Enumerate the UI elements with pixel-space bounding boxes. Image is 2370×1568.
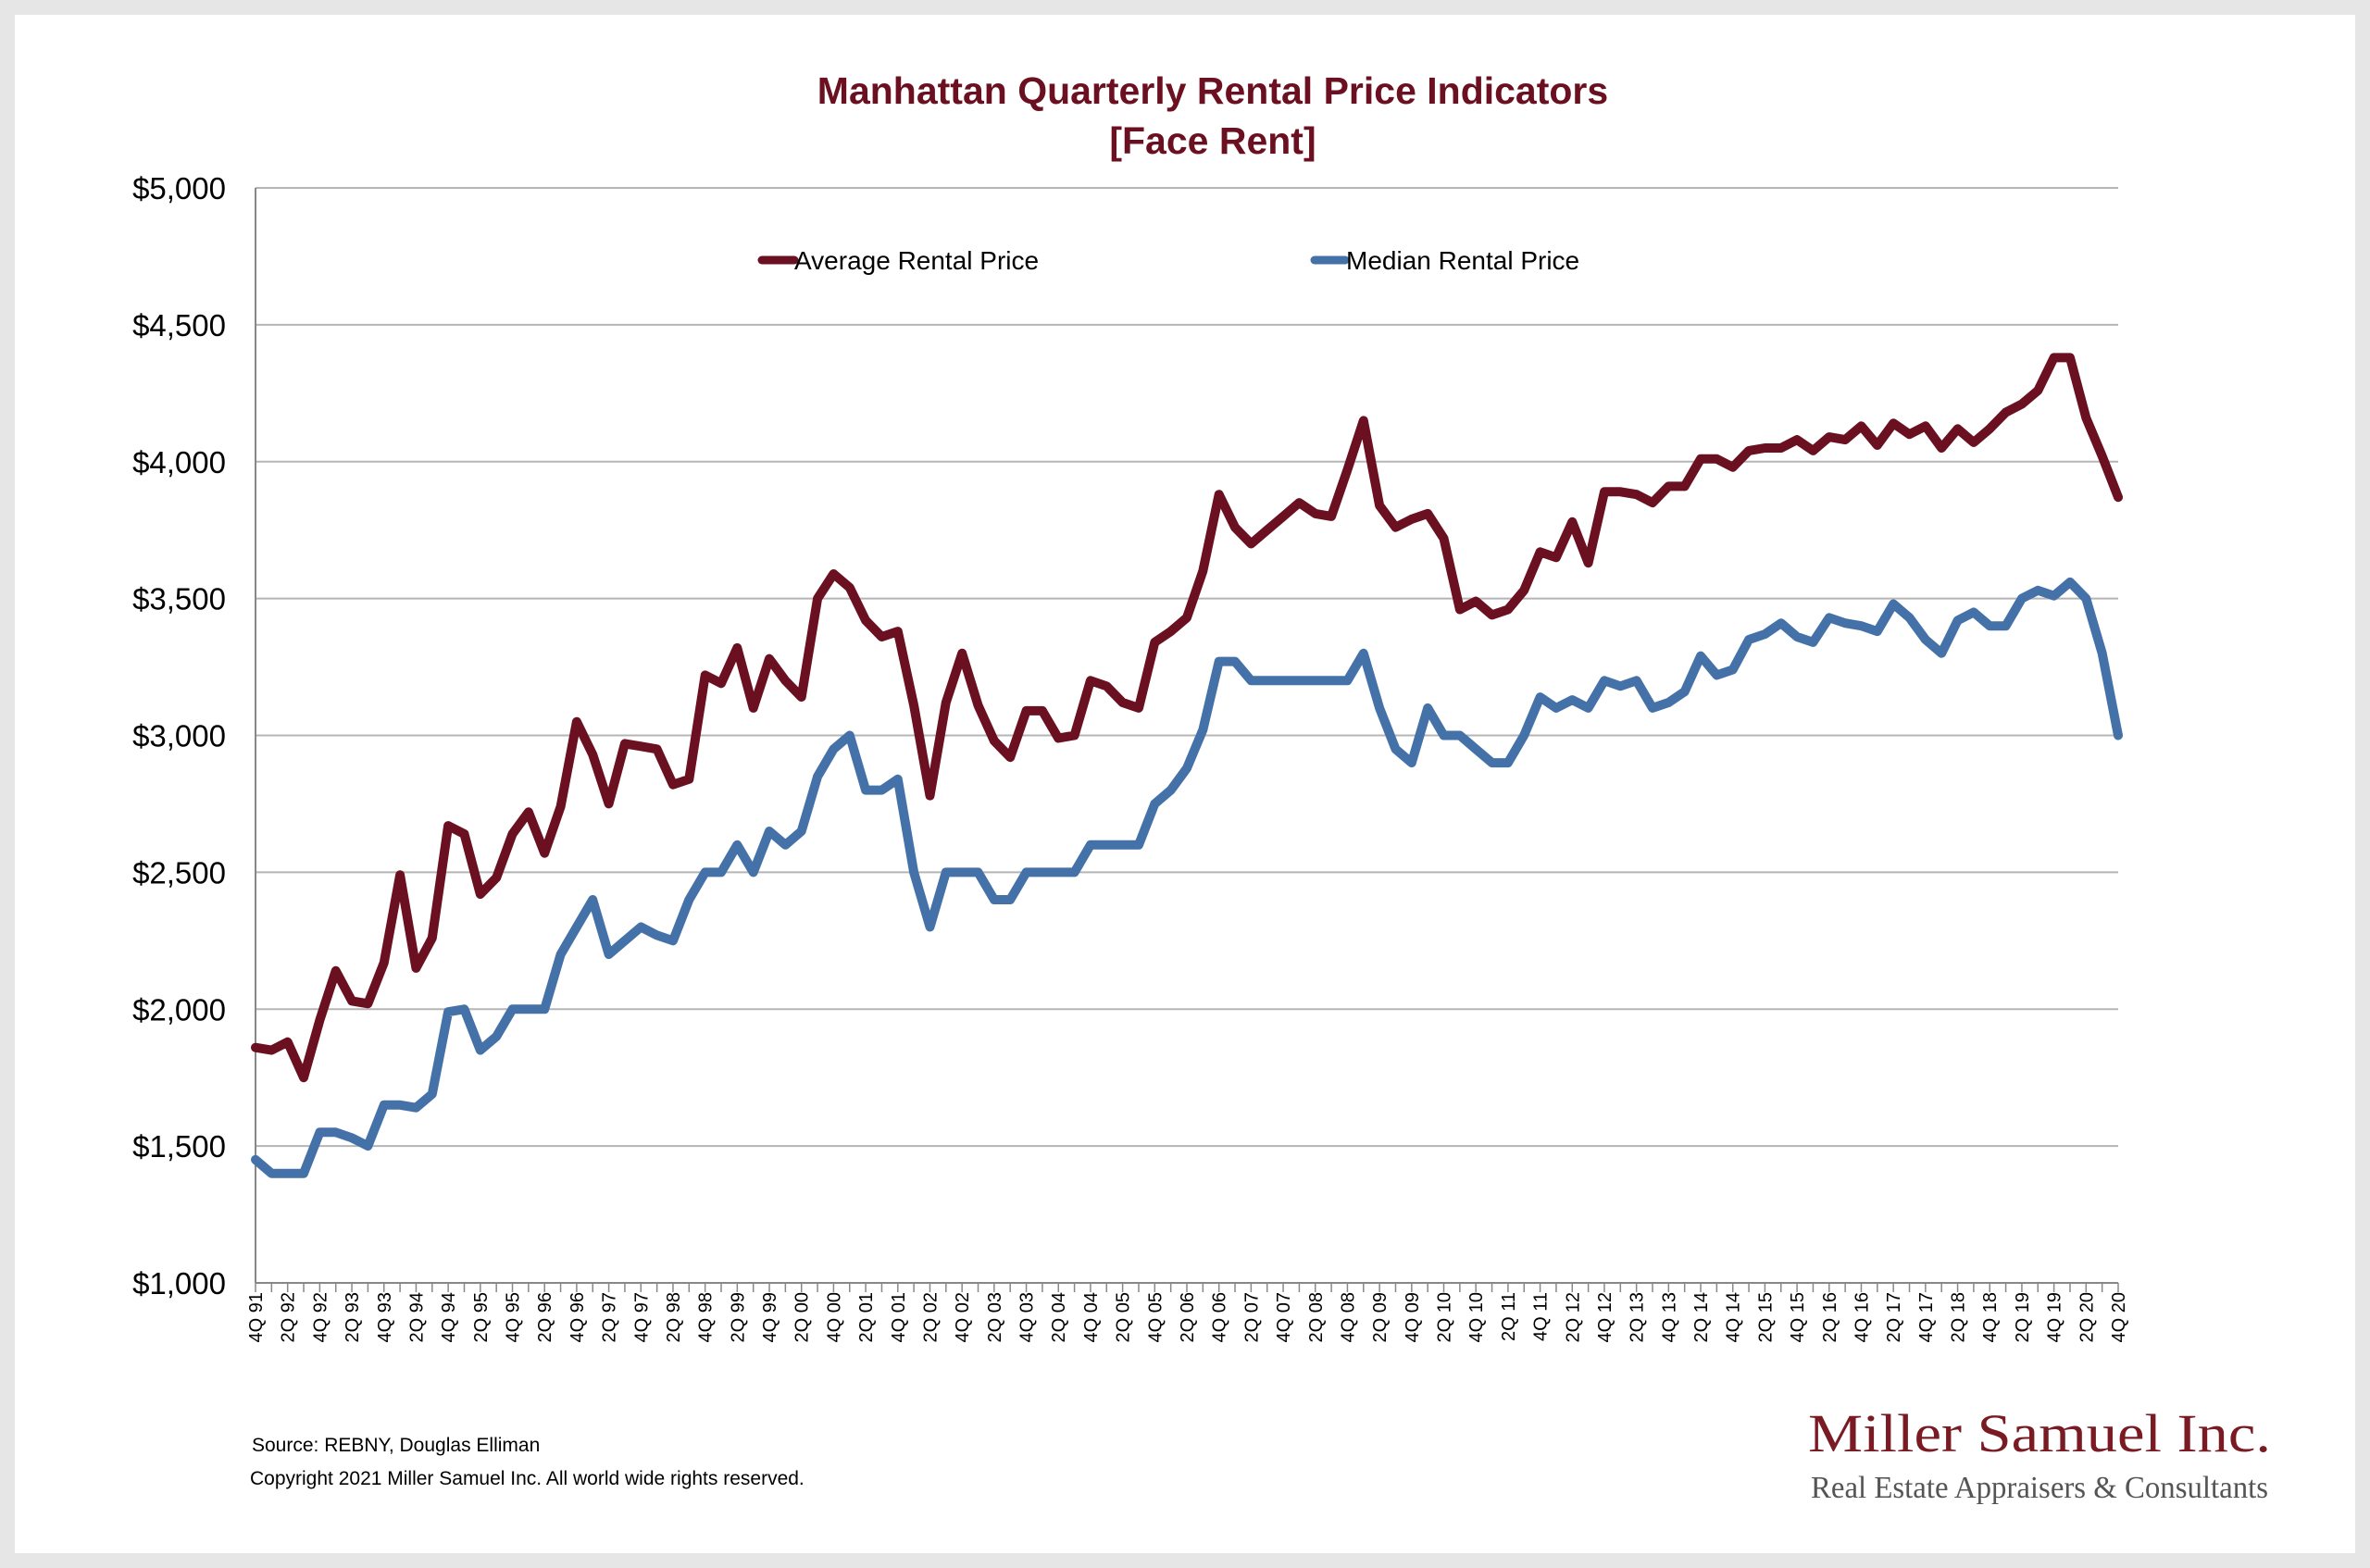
y-tick-label: $2,000 <box>132 992 226 1027</box>
x-tick-label: 2Q 12 <box>1563 1292 1583 1342</box>
x-tick-label: 4Q 06 <box>1210 1292 1230 1342</box>
chart-title: Manhattan Quarterly Rental Price Indicat… <box>817 69 1608 112</box>
x-tick-label: 4Q 16 <box>1852 1292 1872 1342</box>
y-tick-label: $3,500 <box>132 582 226 616</box>
x-tick-label: 2Q 04 <box>1049 1292 1069 1342</box>
x-tick-label: 2Q 99 <box>728 1292 748 1342</box>
x-tick-label: 4Q 19 <box>2045 1292 2065 1342</box>
x-tick-label: 4Q 95 <box>504 1292 524 1342</box>
x-tick-label: 2Q 11 <box>1499 1292 1519 1341</box>
x-tick-label: 4Q 03 <box>1017 1292 1038 1342</box>
x-tick-label: 2Q 08 <box>1306 1292 1327 1342</box>
x-tick-label: 4Q 02 <box>953 1292 973 1342</box>
x-axis-ticks: 4Q 91 2Q 92 4Q 92 2Q 93 4Q 93 2Q 94 4Q 94 2Q 95… <box>246 1292 2129 1342</box>
x-tick-label: 2Q 92 <box>279 1292 299 1342</box>
series-lines <box>251 353 2123 1178</box>
y-axis-ticks: $1,000 $1,500 $2,000 $2,500 $3,000 $3,500 $4,0… <box>132 171 226 1300</box>
x-tick-label: 4Q 97 <box>631 1292 652 1342</box>
x-tick-label: 4Q 12 <box>1595 1292 1615 1342</box>
x-tick-label: 2Q 14 <box>1691 1292 1712 1342</box>
x-tick-label: 2Q 17 <box>1884 1292 1904 1342</box>
x-tick-label: 4Q 09 <box>1403 1292 1423 1342</box>
x-tick-label: 4Q 14 <box>1724 1292 1744 1342</box>
company-logo: Miller Samuel Inc. <box>1808 1403 2271 1463</box>
gridlines <box>256 187 2118 1148</box>
x-tick-label: 2Q 09 <box>1370 1292 1391 1342</box>
company-tagline: Real Estate Appraisers & Consultants <box>1811 1471 2268 1505</box>
x-tick-label: 4Q 17 <box>1916 1292 1937 1342</box>
y-tick-label: $4,500 <box>132 308 226 342</box>
x-tick-label: 2Q 06 <box>1178 1292 1198 1342</box>
legend-label-average: Average Rental Price <box>794 246 1039 275</box>
legend: Average Rental Price Median Rental Price <box>757 246 1579 275</box>
x-tick-label: 2Q 07 <box>1241 1292 1262 1342</box>
legend-label-median: Median Rental Price <box>1346 246 1579 275</box>
x-tick-label: 2Q 97 <box>600 1292 620 1342</box>
x-tick-label: 2Q 02 <box>920 1292 941 1342</box>
x-tick-label: 4Q 93 <box>375 1292 395 1342</box>
x-tick-label: 2Q 10 <box>1435 1292 1455 1342</box>
x-tick-label: 2Q 18 <box>1949 1292 1969 1342</box>
y-tick-label: $4,000 <box>132 445 226 479</box>
x-tick-label: 4Q 04 <box>1081 1292 1102 1342</box>
x-tick-label: 4Q 11 <box>1531 1292 1552 1341</box>
x-tick-label: 2Q 01 <box>856 1292 877 1342</box>
x-tick-label: 4Q 94 <box>439 1292 459 1342</box>
x-tick-label: 4Q 13 <box>1659 1292 1679 1342</box>
x-tick-label: 2Q 15 <box>1755 1292 1776 1342</box>
x-tick-label: 2Q 19 <box>2013 1292 2033 1342</box>
x-tick-label: 4Q 96 <box>568 1292 588 1342</box>
x-tick-label: 4Q 07 <box>1274 1292 1294 1342</box>
series-line-average <box>251 353 2123 1083</box>
x-tick-label: 4Q 18 <box>1980 1292 2001 1342</box>
copyright-note: Copyright 2021 Miller Samuel Inc. All wo… <box>250 1468 805 1489</box>
x-tick-label: 2Q 95 <box>471 1292 492 1342</box>
x-tick-label: 4Q 98 <box>696 1292 717 1342</box>
x-tick-label: 4Q 91 <box>246 1292 267 1342</box>
x-tick-label: 4Q 01 <box>889 1292 909 1342</box>
x-tick-label: 2Q 93 <box>343 1292 363 1342</box>
source-note: Source: REBNY, Douglas Elliman <box>252 1435 540 1456</box>
x-tick-label: 2Q 96 <box>535 1292 555 1342</box>
x-tick-label: 4Q 20 <box>2109 1292 2129 1342</box>
x-tick-label: 4Q 10 <box>1466 1292 1487 1342</box>
y-tick-label: $1,000 <box>132 1266 226 1300</box>
y-tick-label: $1,500 <box>132 1129 226 1164</box>
x-tick-label: 2Q 16 <box>1820 1292 1840 1342</box>
chart-frame <box>15 15 2355 1553</box>
series-line-median <box>251 577 2123 1178</box>
chart-subtitle: [Face Rent] <box>1109 119 1316 162</box>
x-tick-label: 4Q 92 <box>310 1292 331 1342</box>
x-tick-label: 4Q 15 <box>1788 1292 1808 1342</box>
x-tick-label: 2Q 20 <box>2077 1292 2097 1342</box>
x-tick-label: 2Q 00 <box>792 1292 813 1342</box>
x-tick-label: 2Q 05 <box>1114 1292 1134 1342</box>
x-tick-label: 2Q 94 <box>406 1292 427 1342</box>
y-tick-label: $2,500 <box>132 855 226 890</box>
x-tick-label: 2Q 13 <box>1628 1292 1648 1342</box>
x-tick-label: 4Q 00 <box>824 1292 844 1342</box>
y-tick-label: $5,000 <box>132 171 226 205</box>
x-tick-label: 2Q 03 <box>985 1292 1005 1342</box>
x-tick-label: 4Q 08 <box>1338 1292 1358 1342</box>
x-tick-label: 4Q 05 <box>1145 1292 1166 1342</box>
y-tick-label: $3,000 <box>132 719 226 753</box>
x-tick-label: 4Q 99 <box>760 1292 780 1342</box>
x-tick-label: 2Q 98 <box>664 1292 684 1342</box>
axes <box>255 188 2119 1292</box>
